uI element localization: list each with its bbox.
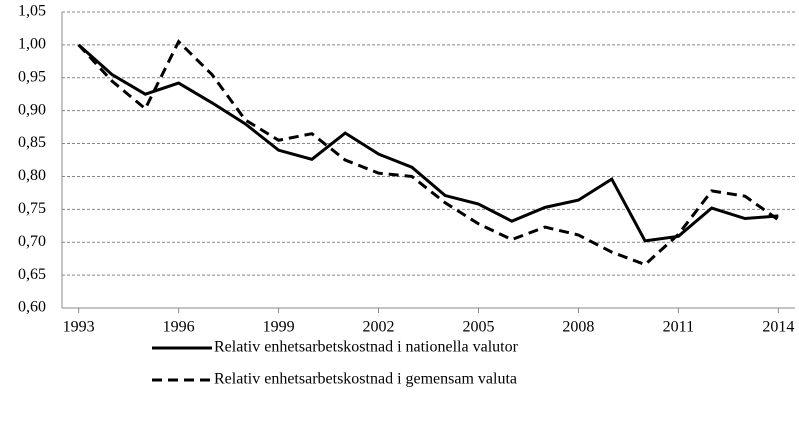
x-tick-label: 1993 (63, 319, 95, 336)
legend-label: Relativ enhetsarbetskostnad i nationella… (214, 339, 519, 356)
series-line (77, 43, 779, 243)
y-tick-label: 0,80 (18, 167, 46, 184)
y-tick-label: 0,60 (18, 299, 46, 316)
x-tick-label: 2014 (762, 319, 794, 336)
y-tick-label: 1,05 (18, 3, 46, 20)
y-tick-label: 0,85 (18, 134, 46, 151)
x-tick-label: 2008 (562, 319, 594, 336)
x-tick-label: 2002 (363, 319, 395, 336)
y-tick-label: 0,95 (18, 68, 46, 85)
y-tick-label: 0,75 (18, 200, 46, 217)
legend-label: Relativ enhetsarbetskostnad i gemensam v… (214, 371, 517, 388)
series-line (77, 39, 780, 267)
x-tick-label: 1996 (163, 319, 195, 336)
y-tick-label: 0,90 (18, 101, 46, 118)
x-tick-label: 2011 (663, 319, 694, 336)
y-tick-label: 0,70 (18, 233, 46, 250)
y-tick-label: 0,65 (18, 266, 46, 283)
x-tick-label: 2005 (462, 319, 494, 336)
y-tick-label: 1,00 (18, 36, 46, 53)
x-tick-label: 1999 (263, 319, 295, 336)
